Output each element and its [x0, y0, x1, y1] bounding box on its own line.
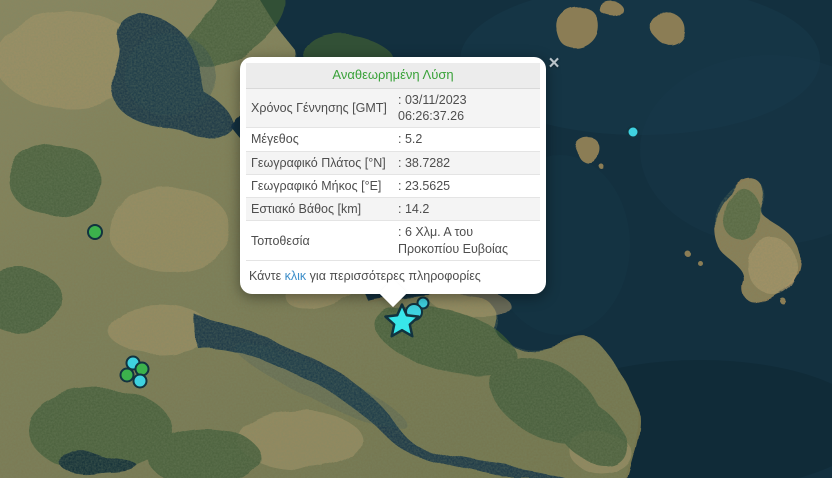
island-sporades-1: [555, 6, 599, 49]
popup-title-row: Αναθεωρημένη Λύση: [246, 63, 540, 89]
origin-time-value: : 03/11/2023 06:26:37.26: [398, 92, 467, 124]
latitude-value: : 38.7282: [398, 155, 451, 170]
row-longitude: Γεωγραφικό Μήκος [°E] : 23.5625: [246, 174, 540, 198]
magnitude-label: Μέγεθος: [251, 132, 299, 147]
event-marker[interactable]: [134, 361, 150, 377]
event-marker[interactable]: [626, 125, 640, 139]
island-small-pair: [575, 137, 600, 163]
row-depth: Εστιακό Βάθος [km] : 14.2: [246, 197, 540, 221]
event-marker[interactable]: [87, 224, 103, 240]
location-value: : 6 Χλμ. Α του Προκοπίου Ευβοίας: [398, 225, 508, 256]
origin-time-label: Χρόνος Γέννησης [GMT]: [251, 101, 387, 116]
row-location: Τοποθεσία : 6 Χλμ. Α του Προκοπίου Ευβοί…: [246, 221, 540, 261]
depth-value: : 14.2: [398, 202, 430, 217]
longitude-value: : 23.5625: [398, 178, 451, 193]
popup-footer: Κάντε κλικ για περισσότερες πληροφορίες: [246, 261, 540, 286]
depth-label: Εστιακό Βάθος [km]: [251, 202, 362, 217]
event-marker[interactable]: [119, 367, 135, 383]
magnitude-value: : 5.2: [398, 132, 423, 147]
location-label: Τοποθεσία: [251, 233, 310, 248]
row-origin-time: Χρόνος Γέννησης [GMT] : 03/11/2023 06:26…: [246, 88, 540, 128]
more-info-link[interactable]: κλικ: [284, 268, 307, 283]
row-latitude: Γεωγραφικό Πλάτος [°N] : 38.7282: [246, 151, 540, 175]
island-sporades-3: [649, 13, 688, 47]
row-magnitude: Μέγεθος : 5.2: [246, 128, 540, 152]
longitude-label: Γεωγραφικό Μήκος [°E]: [251, 178, 382, 193]
popup-close-button[interactable]: ×: [548, 53, 560, 74]
popup-title: Αναθεωρημένη Λύση: [332, 67, 454, 82]
footer-text-suffix: για περισσότερες πληροφορίες: [306, 268, 481, 283]
event-marker[interactable]: [132, 373, 148, 389]
epicenter-star-marker[interactable]: [384, 303, 420, 338]
island-sporades-2: [599, 1, 624, 17]
earthquake-details-table: Αναθεωρημένη Λύση Χρόνος Γέννησης [GMT] …: [246, 63, 540, 261]
latitude-label: Γεωγραφικό Πλάτος [°N]: [251, 155, 386, 170]
footer-text-prefix: Κάντε: [249, 268, 285, 283]
earthquake-markers: [87, 125, 640, 389]
earthquake-popup: Αναθεωρημένη Λύση Χρόνος Γέννησης [GMT] …: [240, 57, 546, 308]
